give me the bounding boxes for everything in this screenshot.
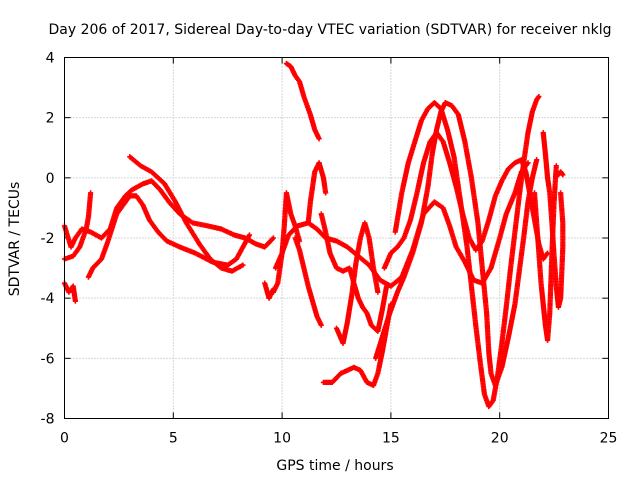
y-tick-label: -8 [41,412,55,428]
data-point [296,238,303,244]
y-tick-label: 4 [46,51,55,67]
series-trace-4 [85,193,253,280]
series-trace-3 [61,280,78,304]
plot-frame [64,57,609,419]
data-point [544,250,551,256]
y-axis-label: SDTVAR / TECUs [7,182,23,297]
y-tick-label: -2 [41,231,55,247]
y-tick-label: 0 [46,171,55,187]
data-point [240,262,246,268]
series-trace-1 [61,178,276,250]
y-tick-label: 2 [46,111,55,127]
series-trace-13 [333,220,381,346]
x-axis-label: GPS time / hours [276,458,393,474]
series-trace-10 [292,235,324,328]
data-point [323,190,329,196]
x-tick-label: 0 [60,431,69,447]
x-tick-label: 15 [382,431,400,447]
y-tick-label: -4 [41,291,55,307]
axis-ticks: 0 5 10 15 20 25 -8 -6 -4 -2 0 2 4 [41,51,618,447]
chart-title: Day 206 of 2017, Sidereal Day-to-day VTE… [49,22,612,38]
series-trace-11 [318,211,390,334]
data-point [553,163,559,169]
series-trace-9 [305,160,329,226]
series-trace-18 [531,163,559,343]
series-trace-5 [127,154,246,274]
series-trace-2 [61,190,94,262]
data-point [318,322,324,328]
data-point [383,283,390,289]
data-point [525,160,531,166]
data-points [61,60,566,410]
x-tick-label: 20 [491,431,509,447]
data-point [375,289,381,295]
x-tick-label: 5 [169,431,178,447]
data-point [72,298,78,304]
data-point [270,235,276,241]
y-tick-label: -6 [41,351,55,367]
series-trace-17 [540,130,566,310]
data-point [316,136,322,142]
x-tick-label: 10 [273,431,291,447]
data-point [88,190,94,196]
data-point [246,232,253,238]
series-trace-19 [270,190,303,295]
data-point [534,157,540,163]
data-point [560,172,566,178]
x-tick-label: 25 [600,431,618,447]
series-trace-7 [283,60,322,142]
data-point [536,94,542,100]
series-trace-20 [553,169,566,178]
data-point [558,190,564,196]
grid [64,57,609,419]
